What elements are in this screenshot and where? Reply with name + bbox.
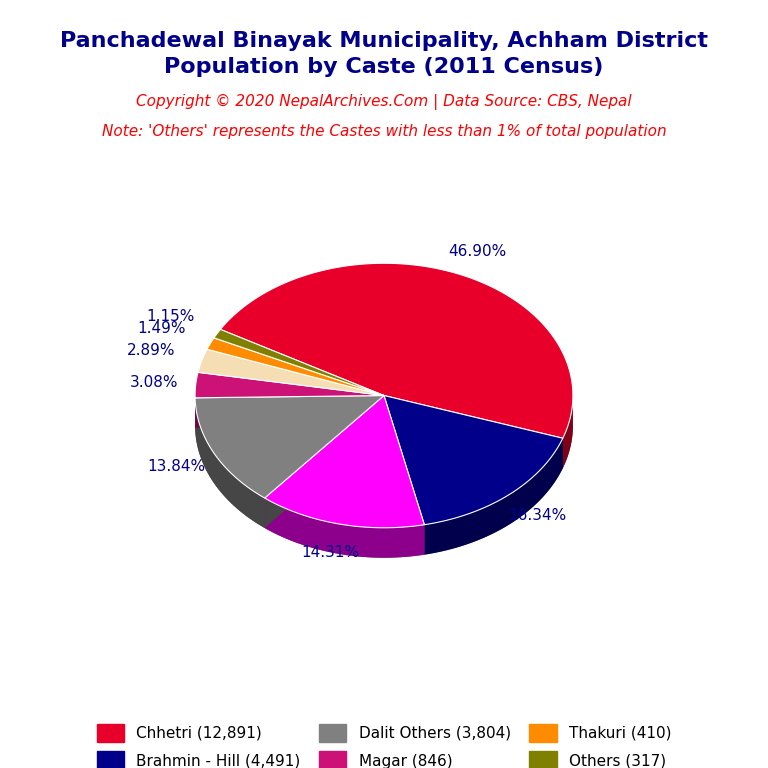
Polygon shape	[214, 329, 384, 396]
Text: 1.15%: 1.15%	[146, 309, 194, 324]
Polygon shape	[425, 439, 563, 554]
Text: 46.90%: 46.90%	[449, 243, 507, 259]
Text: Copyright © 2020 NepalArchives.Com | Data Source: CBS, Nepal: Copyright © 2020 NepalArchives.Com | Dat…	[136, 94, 632, 110]
Polygon shape	[220, 263, 573, 439]
Polygon shape	[195, 396, 384, 428]
Polygon shape	[265, 396, 384, 528]
Text: 1.49%: 1.49%	[137, 322, 186, 336]
Text: Panchadewal Binayak Municipality, Achham District
Population by Caste (2011 Cens: Panchadewal Binayak Municipality, Achham…	[60, 31, 708, 77]
Text: 2.89%: 2.89%	[127, 343, 175, 359]
Text: 16.34%: 16.34%	[508, 508, 567, 524]
Polygon shape	[384, 396, 563, 468]
Polygon shape	[384, 396, 425, 554]
Polygon shape	[198, 349, 384, 396]
Polygon shape	[384, 396, 563, 525]
Polygon shape	[563, 396, 573, 468]
Text: 13.84%: 13.84%	[147, 458, 206, 474]
Polygon shape	[195, 396, 384, 498]
Polygon shape	[195, 372, 384, 398]
Polygon shape	[265, 396, 384, 528]
Text: 14.31%: 14.31%	[301, 545, 359, 560]
Polygon shape	[265, 396, 425, 528]
Text: Note: 'Others' represents the Castes with less than 1% of total population: Note: 'Others' represents the Castes wit…	[101, 124, 667, 140]
Polygon shape	[384, 396, 425, 554]
Polygon shape	[265, 498, 425, 558]
Polygon shape	[195, 425, 573, 558]
Polygon shape	[195, 396, 384, 428]
Polygon shape	[195, 398, 265, 528]
Polygon shape	[207, 338, 384, 396]
Text: 3.08%: 3.08%	[130, 376, 178, 390]
Legend: Chhetri (12,891), Brahmin - Hill (4,491), Kami (3,933), Dalit Others (3,804), Ma: Chhetri (12,891), Brahmin - Hill (4,491)…	[91, 717, 677, 768]
Polygon shape	[384, 396, 563, 468]
